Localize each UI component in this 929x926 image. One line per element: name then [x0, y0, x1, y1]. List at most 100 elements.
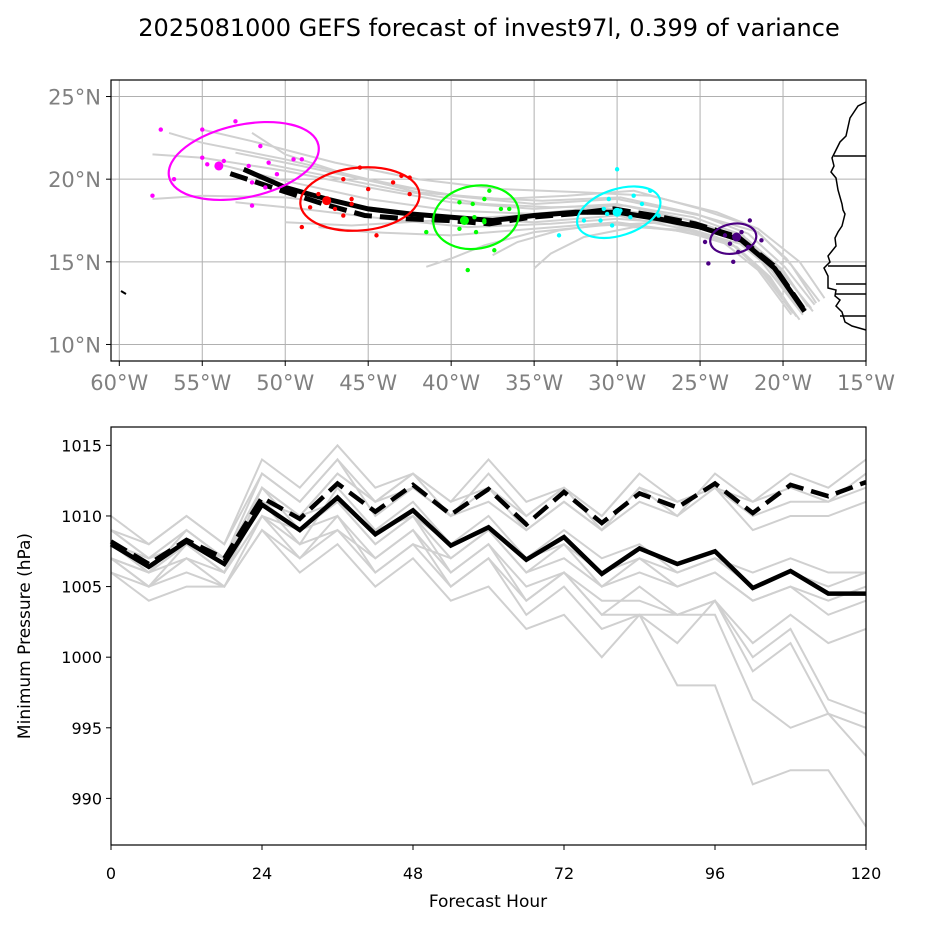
cluster-point — [702, 239, 708, 245]
cluster-point — [731, 259, 736, 265]
cluster-point — [221, 158, 227, 164]
map-y-tick-label: 20°N — [48, 168, 101, 192]
cluster-point — [332, 206, 338, 212]
map-y-tick-label: 25°N — [48, 86, 101, 110]
cluster-point — [628, 214, 633, 220]
pressure-y-tick-label: 1000 — [61, 648, 102, 667]
cluster-point — [482, 196, 487, 202]
cluster-point — [604, 211, 610, 217]
map-x-tick-label: 25°W — [671, 371, 729, 395]
cluster-point — [457, 200, 462, 205]
cluster-point — [482, 218, 487, 223]
cluster-point — [473, 229, 479, 235]
pressure-x-tick-label: 48 — [403, 864, 423, 883]
cluster-ellipse — [432, 184, 520, 251]
cluster-point — [200, 127, 205, 132]
cluster-mean-point — [459, 216, 469, 225]
cluster-point — [249, 180, 255, 185]
cluster-point — [424, 229, 429, 235]
cluster-point — [498, 206, 504, 212]
map-x-tick-label: 35°W — [505, 371, 563, 395]
x-axis-label: Forecast Hour — [429, 892, 547, 912]
map-y-tick-label: 10°N — [48, 333, 101, 357]
cluster-point — [614, 167, 620, 172]
cluster-point — [307, 205, 313, 210]
cluster-point — [249, 203, 255, 208]
map-x-tick-label: 40°W — [422, 371, 480, 395]
cluster-point — [556, 233, 562, 238]
member-track — [235, 151, 816, 306]
cluster-point — [341, 176, 346, 182]
map-x-tick-label: 55°W — [173, 371, 231, 395]
cluster-point — [266, 160, 271, 165]
cluster-point — [205, 162, 210, 167]
member-pressure-line — [110, 514, 867, 757]
cluster-point — [601, 206, 607, 212]
member-track — [251, 132, 821, 303]
cluster-point — [258, 143, 263, 149]
member-pressure-line — [110, 457, 867, 560]
pressure-x-tick-label: 96 — [705, 864, 725, 883]
member-pressure-line — [110, 443, 867, 546]
map-x-ticks: 60°W 55°W 50°W 45°W 40°W 35°W 30°W 25°W 20°W 15°W — [90, 361, 895, 395]
cluster-ellipse — [299, 166, 421, 232]
track-map-panel: 60°W 55°W 50°W 45°W 40°W 35°W 30°W 25°W 20°W 15°W… — [48, 79, 895, 395]
mean-pressure-dashed — [109, 479, 867, 567]
cluster-point — [639, 201, 645, 207]
cluster-point — [299, 224, 305, 230]
cluster-mean-point — [612, 207, 622, 217]
cluster-point — [581, 218, 587, 223]
y-axis-label: Minimum Pressure (hPa) — [15, 533, 35, 739]
cluster-point — [631, 193, 636, 198]
cluster-point — [263, 185, 268, 190]
cluster-point — [609, 223, 615, 228]
pressure-y-tick-label: 1015 — [61, 436, 102, 455]
pressure-y-tick-label: 990 — [71, 789, 102, 808]
cluster-point — [365, 186, 371, 192]
cluster-point — [507, 206, 512, 212]
pressure-mean-lines — [109, 479, 867, 596]
cluster-point — [598, 218, 603, 223]
member-track — [202, 128, 826, 299]
ensemble-mean-tracks — [226, 167, 807, 313]
cluster-point — [487, 188, 492, 193]
pressure-x-tick-label: 0 — [106, 864, 116, 883]
cluster-ellipse — [576, 185, 662, 240]
cluster-ellipse — [167, 120, 320, 202]
pressure-y-tick-label: 995 — [71, 719, 102, 738]
cluster-point — [472, 214, 477, 220]
cluster-point — [171, 176, 177, 182]
cluster-point — [274, 172, 280, 177]
figure-title: 2025081000 GEFS forecast of invest97l, 0… — [138, 14, 839, 42]
pressure-x-tick-label: 72 — [554, 864, 574, 883]
cluster-point — [349, 196, 354, 202]
map-coastline — [120, 101, 867, 331]
cluster-point — [706, 261, 711, 266]
pressure-x-tick-label: 120 — [851, 864, 882, 883]
cluster-point — [727, 241, 733, 246]
map-y-ticks: 10°N 15°N 20°N 25°N — [48, 86, 111, 357]
cluster-point — [150, 193, 155, 198]
map-x-tick-label: 60°W — [90, 371, 148, 395]
map-x-tick-label: 30°W — [588, 371, 646, 395]
pressure-x-ticks: 0 24 48 72 96 120 — [106, 845, 881, 883]
pressure-y-tick-label: 1010 — [61, 507, 102, 526]
cluster-point — [457, 226, 462, 231]
cluster-ellipses — [150, 119, 764, 273]
pressure-x-tick-label: 24 — [252, 864, 272, 883]
west-africa-coastline — [823, 101, 867, 331]
mean-track-solid — [242, 167, 807, 313]
mean-pressure-solid — [109, 494, 866, 596]
pressure-y-ticks: 990 995 1000 1005 1010 1015 — [61, 436, 111, 808]
cluster-point — [465, 267, 470, 273]
cluster-point — [341, 213, 346, 218]
cluster-mean-point — [732, 232, 742, 242]
cluster-point — [759, 238, 764, 243]
cluster-point — [246, 163, 251, 169]
member-pressure-line — [110, 514, 867, 828]
cluster-point — [299, 157, 305, 162]
map-gridlines — [111, 80, 867, 361]
map-x-tick-label: 20°W — [754, 371, 812, 395]
member-track — [152, 194, 801, 321]
